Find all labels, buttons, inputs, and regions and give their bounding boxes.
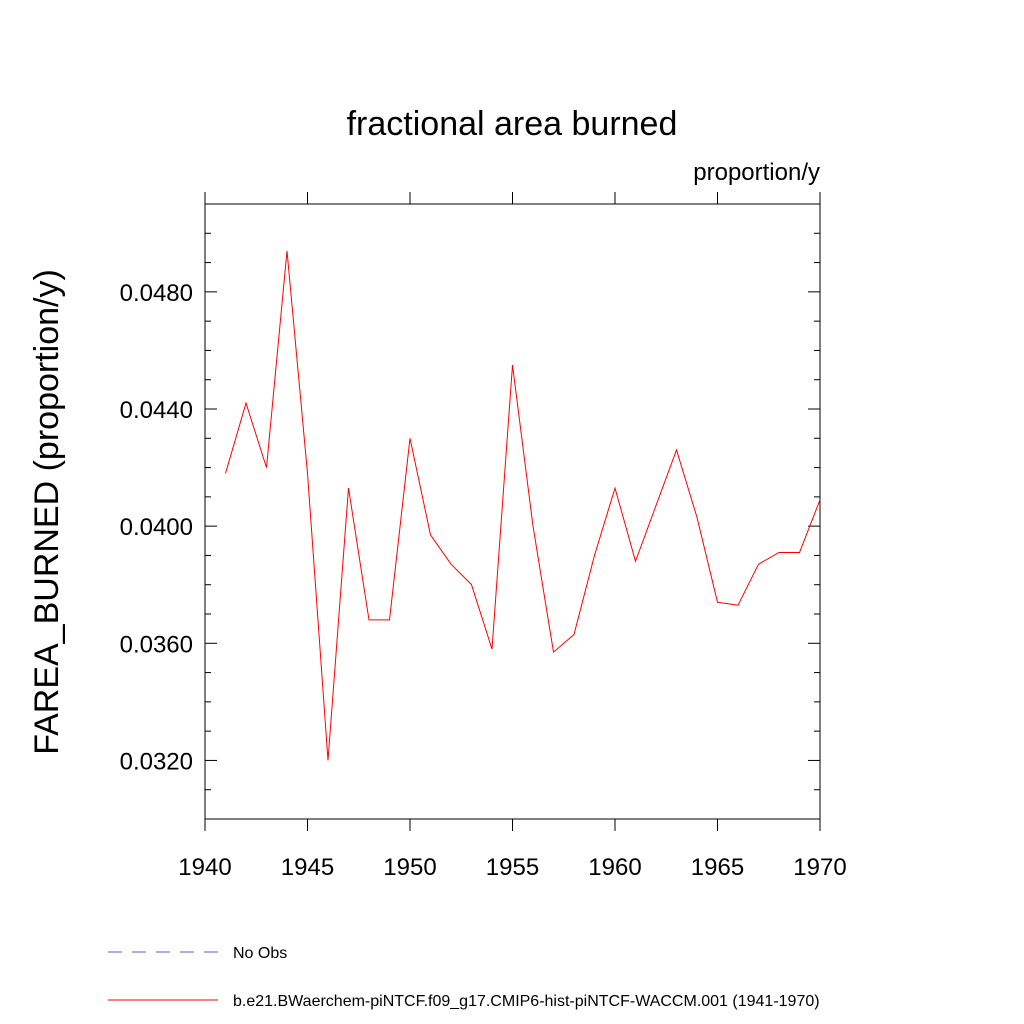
y-tick-label: 0.0320 [120,748,193,775]
legend: No Obs b.e21.BWaerchem-piNTCF.f09_g17.CMI… [108,945,820,1010]
x-tick-label: 1970 [793,854,846,881]
x-tick-label: 1940 [178,854,231,881]
chart-title: fractional area burned [347,105,678,143]
units-label: proportion/y [693,159,820,186]
y-tick-label: 0.0440 [120,397,193,424]
y-axis-label: FAREA_BURNED (proportion/y) [28,269,66,755]
x-tick-label: 1965 [691,854,744,881]
y-tick-label: 0.0400 [120,514,193,541]
y-axis-ticks: 0.0320 0.0360 0.0400 0.0440 0.0480 [120,203,820,820]
legend-label: No Obs [233,945,287,962]
y-tick-label: 0.0480 [120,280,193,307]
series-lines [225,250,821,761]
plot-frame [204,203,821,820]
x-tick-label: 1950 [383,854,436,881]
series-line-1 [225,250,821,761]
y-tick-label: 0.0360 [120,631,193,658]
legend-label: b.e21.BWaerchem-piNTCF.f09_g17.CMIP6-his… [233,993,820,1010]
x-tick-label: 1945 [281,854,334,881]
x-axis-ticks: 1940 1945 1950 1955 1960 1965 1970 [178,192,847,881]
x-tick-label: 1955 [486,854,539,881]
x-tick-label: 1960 [588,854,641,881]
